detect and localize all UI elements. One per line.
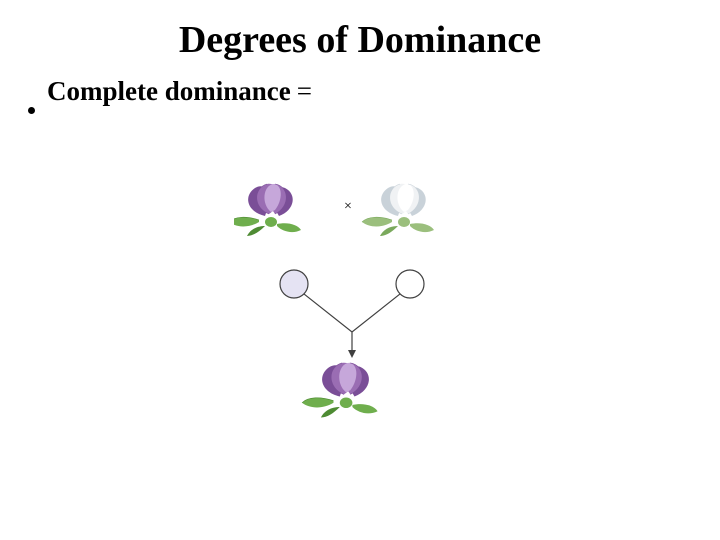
allele-circle-purple [280,270,308,298]
offspring-flower [302,363,378,418]
arrowhead-icon [348,350,356,358]
parent-flower-white [362,184,434,236]
cross-lines [304,294,400,332]
bullet-marker [28,107,35,114]
bullet-bold-text: Complete dominance [47,76,291,107]
bullet-item: Complete dominance = [28,76,312,107]
page-title: Degrees of Dominance [0,18,720,62]
parent-flower-purple [234,184,301,236]
bullet-tail-text: = [297,76,312,107]
cross-symbol: × [344,199,352,214]
genetics-diagram: × [234,168,482,418]
allele-circle-white [396,270,424,298]
